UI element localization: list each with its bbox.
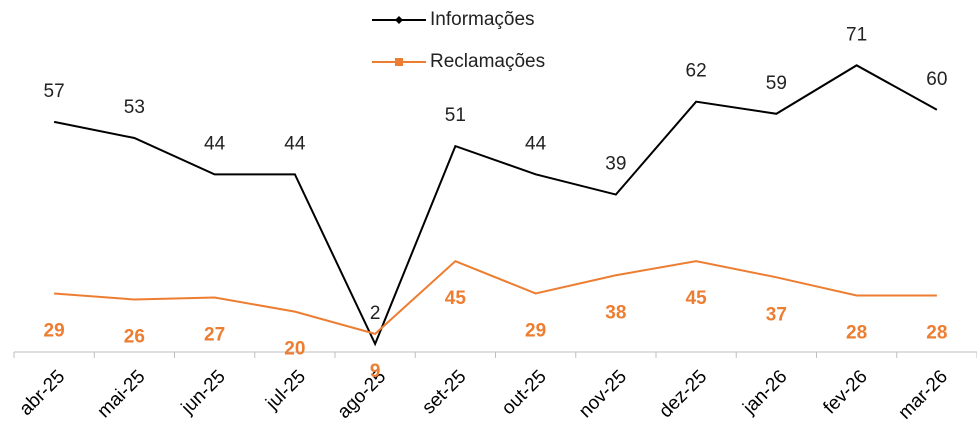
data-label: 28 bbox=[926, 322, 947, 343]
data-label: 71 bbox=[846, 24, 867, 45]
x-tick-label: jan-26 bbox=[739, 366, 792, 419]
x-tick-label: mar-26 bbox=[895, 366, 952, 421]
data-label: 37 bbox=[766, 304, 787, 325]
data-label: 45 bbox=[445, 288, 467, 309]
x-tick-label: set-25 bbox=[418, 366, 470, 418]
x-tick-label: ago-25 bbox=[334, 366, 391, 421]
data-label: 59 bbox=[766, 73, 787, 94]
data-label: 45 bbox=[686, 288, 708, 309]
data-label: 2 bbox=[370, 303, 381, 324]
legend-marker bbox=[395, 58, 403, 66]
data-label: 38 bbox=[605, 302, 626, 323]
data-label: 53 bbox=[124, 97, 145, 118]
legend-label: Reclamações bbox=[430, 51, 545, 72]
data-label: 20 bbox=[284, 339, 305, 360]
data-label: 26 bbox=[124, 327, 145, 348]
x-tick-label: fev-26 bbox=[820, 366, 872, 418]
x-tick-label: abr-25 bbox=[16, 366, 70, 420]
series-line bbox=[53, 64, 938, 347]
x-tick-label: jun-25 bbox=[177, 366, 230, 419]
data-label: 51 bbox=[445, 105, 466, 126]
data-label: 62 bbox=[686, 61, 707, 82]
x-tick-label: dez-25 bbox=[655, 366, 711, 421]
data-label: 44 bbox=[284, 133, 306, 154]
legend-marker bbox=[395, 16, 403, 24]
legend-label: Informações bbox=[430, 9, 535, 30]
data-label: 29 bbox=[44, 320, 65, 341]
x-tick-label: mai-25 bbox=[94, 366, 150, 421]
data-label: 28 bbox=[846, 322, 867, 343]
series-line bbox=[54, 259, 937, 335]
data-label: 27 bbox=[204, 325, 225, 346]
data-label: 60 bbox=[926, 69, 947, 90]
data-label: 44 bbox=[204, 133, 226, 154]
data-label: 39 bbox=[605, 154, 626, 175]
data-label: 44 bbox=[525, 133, 547, 154]
data-label: 29 bbox=[525, 320, 546, 341]
x-tick-label: out-25 bbox=[498, 366, 551, 419]
data-label: 9 bbox=[370, 361, 381, 382]
x-tick-label: nov-25 bbox=[575, 366, 631, 421]
x-tick-label: jul-25 bbox=[262, 366, 310, 414]
data-label: 57 bbox=[44, 81, 65, 102]
